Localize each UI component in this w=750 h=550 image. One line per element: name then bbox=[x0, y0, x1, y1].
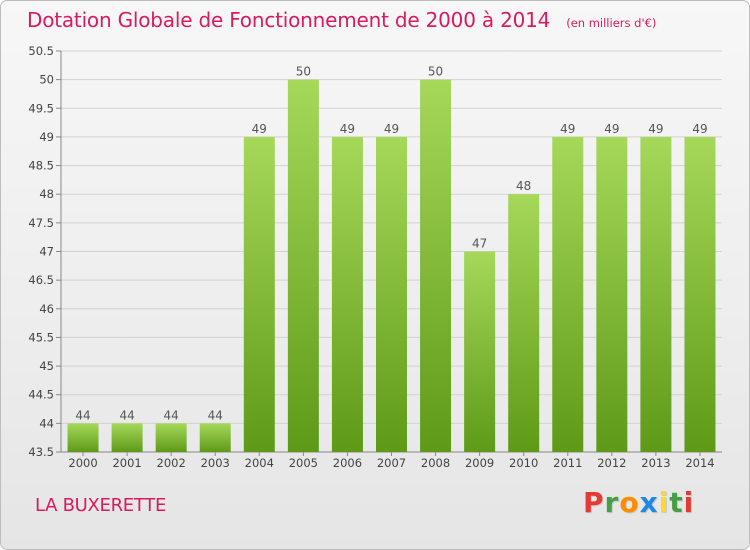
data-label: 49 bbox=[560, 122, 575, 136]
labels: 2000 44 2001 44 2002 44 2003 44 2004 49 2005 50 2006… bbox=[68, 65, 714, 470]
data-label: 50 bbox=[296, 65, 311, 79]
y-tick-label: 49.5 bbox=[28, 101, 54, 115]
bars bbox=[67, 79, 716, 453]
x-tick-label: 2012 bbox=[597, 456, 626, 470]
bar-2006 bbox=[331, 136, 363, 452]
data-label: 44 bbox=[75, 408, 90, 422]
data-label: 44 bbox=[164, 408, 179, 422]
data-label: 49 bbox=[384, 122, 399, 136]
logo-letter: o bbox=[619, 486, 640, 519]
bar-2001 bbox=[111, 423, 143, 452]
data-label: 50 bbox=[428, 65, 443, 79]
bar-2011 bbox=[552, 136, 584, 452]
x-tick-label: 2002 bbox=[157, 456, 186, 470]
logo-letter: t bbox=[669, 486, 684, 519]
data-label: 49 bbox=[252, 122, 267, 136]
y-tick-label: 50.5 bbox=[28, 44, 54, 58]
y-tick-label: 48.5 bbox=[28, 159, 54, 173]
y-tick-label: 46 bbox=[39, 302, 54, 316]
y-tick-label: 46.5 bbox=[28, 273, 54, 287]
y-tick-label: 44.5 bbox=[28, 388, 54, 402]
data-label: 49 bbox=[340, 122, 355, 136]
bar-2010 bbox=[508, 194, 540, 452]
x-tick-label: 2001 bbox=[112, 456, 141, 470]
x-tick-label: 2008 bbox=[421, 456, 450, 470]
logo-letter: P bbox=[583, 486, 605, 519]
chart-unit-subtitle: (en milliers d'€) bbox=[566, 16, 657, 30]
bar-2003 bbox=[199, 423, 231, 452]
data-label: 49 bbox=[648, 122, 663, 136]
y-tick-label: 45.5 bbox=[28, 330, 54, 344]
x-tick-label: 2006 bbox=[333, 456, 362, 470]
bar-2009 bbox=[464, 251, 496, 452]
x-tick-label: 2007 bbox=[377, 456, 406, 470]
y-tick-label: 47 bbox=[39, 245, 54, 259]
bar-2013 bbox=[640, 136, 672, 452]
bar-2012 bbox=[596, 136, 628, 452]
bar-2002 bbox=[155, 423, 187, 452]
y-tick-label: 47.5 bbox=[28, 216, 54, 230]
logo-letter: i bbox=[658, 486, 670, 519]
bar-2007 bbox=[376, 136, 407, 452]
data-label: 49 bbox=[604, 122, 619, 136]
bar-2004 bbox=[243, 136, 275, 452]
location-name: LA BUXERETTE bbox=[35, 495, 167, 516]
proxiti-logo[interactable]: Proxiti bbox=[583, 486, 694, 519]
x-tick-label: 2009 bbox=[465, 456, 494, 470]
y-tick-label: 44 bbox=[39, 416, 54, 430]
x-tick-label: 2005 bbox=[289, 456, 318, 470]
bar-2014 bbox=[684, 136, 716, 452]
logo-letter: x bbox=[639, 486, 659, 519]
bar-2005 bbox=[287, 79, 319, 453]
chart-title: Dotation Globale de Fonctionnement de 20… bbox=[27, 8, 551, 32]
x-tick-label: 2000 bbox=[68, 456, 97, 470]
x-tick-label: 2014 bbox=[685, 456, 714, 470]
x-tick-label: 2003 bbox=[201, 456, 230, 470]
data-label: 44 bbox=[119, 408, 134, 422]
y-tick-label: 43.5 bbox=[28, 445, 54, 459]
data-label: 44 bbox=[208, 408, 223, 422]
chart-header: Dotation Globale de Fonctionnement de 20… bbox=[27, 8, 656, 32]
y-tick-label: 45 bbox=[39, 359, 54, 373]
logo-letter: r bbox=[604, 486, 620, 519]
y-tick-label: 48 bbox=[39, 187, 54, 201]
bar-2008 bbox=[420, 79, 452, 453]
data-label: 48 bbox=[516, 179, 531, 193]
data-label: 47 bbox=[472, 237, 487, 251]
y-tick-label: 50 bbox=[39, 73, 54, 87]
x-tick-label: 2010 bbox=[509, 456, 538, 470]
y-tick-label: 49 bbox=[39, 130, 54, 144]
x-tick-label: 2004 bbox=[245, 456, 274, 470]
x-tick-label: 2011 bbox=[553, 456, 582, 470]
bar-2000 bbox=[67, 423, 99, 452]
x-tick-label: 2013 bbox=[641, 456, 670, 470]
data-label: 49 bbox=[692, 122, 707, 136]
logo-letter: i bbox=[683, 486, 695, 519]
